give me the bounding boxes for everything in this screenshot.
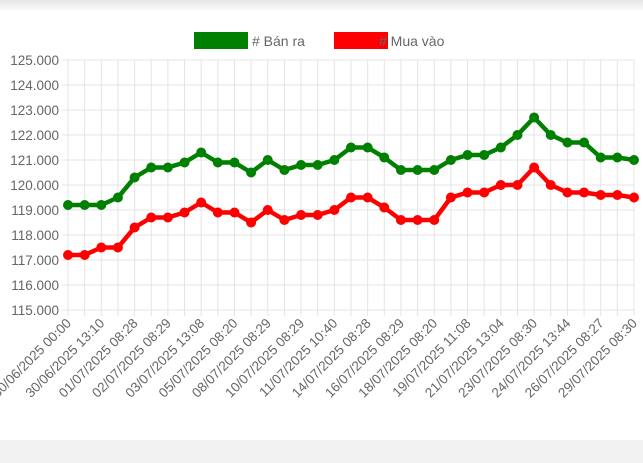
data-point-ban-ra[interactable] bbox=[312, 160, 323, 170]
data-point-ban-ra[interactable] bbox=[579, 137, 590, 148]
data-point-ban-ra[interactable] bbox=[379, 152, 390, 163]
data-point-ban-ra[interactable] bbox=[63, 200, 73, 210]
data-point-ban-ra[interactable] bbox=[545, 130, 556, 140]
data-point-ban-ra[interactable] bbox=[112, 192, 123, 203]
data-point-mua-vao[interactable] bbox=[229, 207, 240, 218]
legend-swatch-mua-vao[interactable] bbox=[334, 32, 388, 49]
data-point-ban-ra[interactable] bbox=[445, 155, 456, 165]
data-point-ban-ra[interactable] bbox=[146, 162, 157, 173]
data-point-mua-vao[interactable] bbox=[545, 180, 556, 190]
y-tick-label: 123.000 bbox=[10, 103, 59, 118]
data-point-ban-ra[interactable] bbox=[362, 142, 373, 153]
y-tick-label: 124.000 bbox=[10, 78, 59, 93]
series-layer bbox=[63, 112, 639, 260]
data-point-mua-vao[interactable] bbox=[262, 205, 273, 215]
legend-label-ban-ra[interactable]: # Bán ra bbox=[252, 33, 305, 49]
data-point-ban-ra[interactable] bbox=[429, 165, 440, 175]
data-point-mua-vao[interactable] bbox=[63, 250, 73, 260]
data-point-ban-ra[interactable] bbox=[629, 155, 639, 165]
data-point-mua-vao[interactable] bbox=[296, 210, 307, 220]
data-point-mua-vao[interactable] bbox=[579, 187, 590, 198]
data-point-mua-vao[interactable] bbox=[562, 187, 573, 198]
data-point-mua-vao[interactable] bbox=[162, 212, 173, 223]
data-point-mua-vao[interactable] bbox=[96, 242, 107, 253]
data-point-mua-vao[interactable] bbox=[445, 192, 456, 203]
data-point-mua-vao[interactable] bbox=[412, 215, 423, 225]
data-point-mua-vao[interactable] bbox=[395, 215, 406, 225]
y-tick-label: 117.000 bbox=[11, 253, 59, 268]
data-point-mua-vao[interactable] bbox=[612, 190, 623, 200]
data-point-mua-vao[interactable] bbox=[362, 192, 373, 203]
data-point-mua-vao[interactable] bbox=[379, 202, 390, 213]
data-point-ban-ra[interactable] bbox=[196, 147, 207, 158]
data-point-mua-vao[interactable] bbox=[495, 180, 506, 190]
data-point-mua-vao[interactable] bbox=[429, 215, 440, 225]
y-tick-label: 125.000 bbox=[10, 53, 59, 68]
data-point-mua-vao[interactable] bbox=[346, 192, 356, 203]
y-tick-label: 119.000 bbox=[11, 203, 59, 218]
data-point-ban-ra[interactable] bbox=[495, 142, 506, 153]
data-point-ban-ra[interactable] bbox=[529, 112, 540, 123]
data-point-ban-ra[interactable] bbox=[279, 165, 290, 175]
data-point-mua-vao[interactable] bbox=[329, 205, 340, 215]
data-point-ban-ra[interactable] bbox=[246, 167, 257, 178]
y-tick-label: 115.000 bbox=[11, 303, 59, 318]
data-point-mua-vao[interactable] bbox=[529, 162, 540, 173]
data-point-mua-vao[interactable] bbox=[246, 217, 257, 228]
legend-swatch-ban-ra[interactable] bbox=[194, 32, 248, 49]
data-point-ban-ra[interactable] bbox=[395, 165, 406, 175]
data-point-mua-vao[interactable] bbox=[212, 207, 223, 218]
bottom-panel-strip bbox=[0, 440, 643, 463]
data-point-ban-ra[interactable] bbox=[512, 130, 523, 140]
grid-lines bbox=[62, 59, 635, 316]
top-shadow-strip bbox=[0, 0, 643, 10]
y-tick-label: 121.000 bbox=[10, 153, 59, 168]
y-tick-label: 120.000 bbox=[10, 178, 59, 193]
data-point-mua-vao[interactable] bbox=[629, 192, 639, 203]
data-point-ban-ra[interactable] bbox=[212, 157, 223, 168]
y-axis: 125.000 124.000 123.000 122.000 121.000 120.0… bbox=[10, 53, 59, 318]
y-tick-label: 118.000 bbox=[11, 228, 59, 243]
data-point-ban-ra[interactable] bbox=[296, 160, 307, 170]
data-point-ban-ra[interactable] bbox=[346, 142, 356, 153]
data-point-mua-vao[interactable] bbox=[595, 190, 606, 200]
data-point-ban-ra[interactable] bbox=[162, 162, 173, 173]
data-point-ban-ra[interactable] bbox=[562, 137, 573, 148]
legend-label-mua-vao[interactable]: # Mua vào bbox=[379, 33, 445, 49]
data-point-ban-ra[interactable] bbox=[129, 172, 140, 183]
data-point-ban-ra[interactable] bbox=[262, 155, 273, 165]
data-point-mua-vao[interactable] bbox=[129, 222, 140, 233]
data-point-mua-vao[interactable] bbox=[196, 197, 207, 208]
data-point-mua-vao[interactable] bbox=[462, 187, 473, 198]
data-point-ban-ra[interactable] bbox=[79, 200, 90, 210]
data-point-ban-ra[interactable] bbox=[479, 150, 490, 160]
data-point-mua-vao[interactable] bbox=[479, 187, 490, 198]
data-point-ban-ra[interactable] bbox=[595, 152, 606, 163]
data-point-mua-vao[interactable] bbox=[512, 180, 523, 190]
data-point-ban-ra[interactable] bbox=[412, 165, 423, 175]
data-point-mua-vao[interactable] bbox=[279, 215, 290, 225]
data-point-ban-ra[interactable] bbox=[462, 150, 473, 160]
data-point-ban-ra[interactable] bbox=[612, 152, 623, 163]
legend[interactable]: # Bán ra # Mua vào bbox=[194, 32, 445, 49]
data-point-mua-vao[interactable] bbox=[179, 207, 190, 218]
data-point-ban-ra[interactable] bbox=[229, 157, 240, 168]
y-tick-label: 122.000 bbox=[10, 128, 59, 143]
y-tick-label: 116.000 bbox=[11, 278, 59, 293]
data-point-mua-vao[interactable] bbox=[112, 242, 123, 253]
data-point-ban-ra[interactable] bbox=[179, 157, 190, 168]
data-point-ban-ra[interactable] bbox=[329, 155, 340, 165]
data-point-mua-vao[interactable] bbox=[312, 210, 323, 220]
data-point-mua-vao[interactable] bbox=[146, 212, 157, 223]
data-point-ban-ra[interactable] bbox=[96, 200, 107, 210]
data-point-mua-vao[interactable] bbox=[79, 250, 90, 260]
